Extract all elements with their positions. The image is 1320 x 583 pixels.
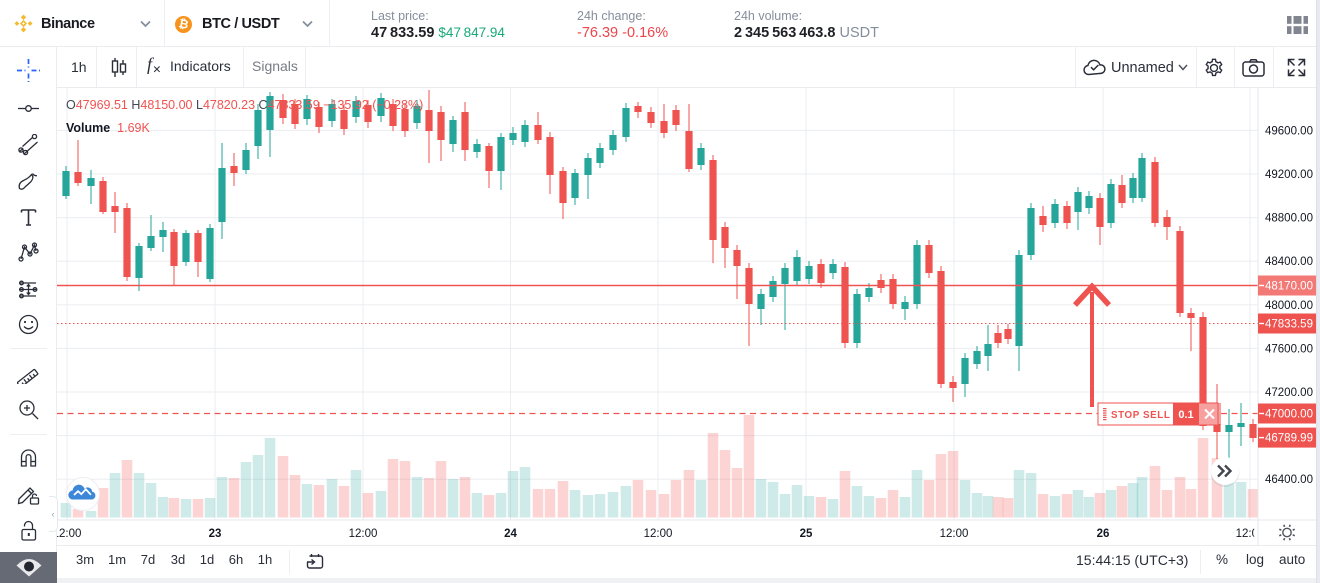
svg-text:0.1: 0.1	[1178, 409, 1193, 421]
svg-text:48400.00: 48400.00	[1265, 256, 1313, 268]
svg-text:12:00: 12:00	[940, 528, 969, 540]
svg-text:48800.00: 48800.00	[1265, 213, 1313, 225]
svg-text:24: 24	[504, 528, 517, 540]
svg-text:25: 25	[800, 528, 813, 540]
svg-text:48170.00: 48170.00	[1265, 281, 1313, 293]
svg-text:12:00: 12:00	[57, 528, 81, 540]
svg-text:46789.99: 46789.99	[1265, 433, 1313, 445]
svg-text:47200.00: 47200.00	[1265, 387, 1313, 399]
svg-text:47600.00: 47600.00	[1265, 343, 1313, 355]
svg-text:49200.00: 49200.00	[1265, 169, 1313, 181]
svg-text:12:00: 12:00	[644, 528, 673, 540]
svg-text:48000.00: 48000.00	[1265, 300, 1313, 312]
svg-text:46400.00: 46400.00	[1265, 474, 1313, 486]
svg-text:Volume 1.69K: Volume 1.69K	[66, 121, 151, 135]
svg-text:47833.59: 47833.59	[1265, 319, 1313, 331]
svg-text:12:00: 12:00	[349, 528, 378, 540]
svg-text:STOP SELL: STOP SELL	[1111, 410, 1170, 421]
svg-text:23: 23	[209, 528, 222, 540]
svg-text:49600.00: 49600.00	[1265, 125, 1313, 137]
svg-text:26: 26	[1097, 528, 1110, 540]
svg-text:O47969.51 H48150.00 L47820.23: O47969.51 H48150.00 L47820.23 C47833.59 …	[66, 98, 423, 112]
svg-text:47000.00: 47000.00	[1265, 409, 1313, 421]
